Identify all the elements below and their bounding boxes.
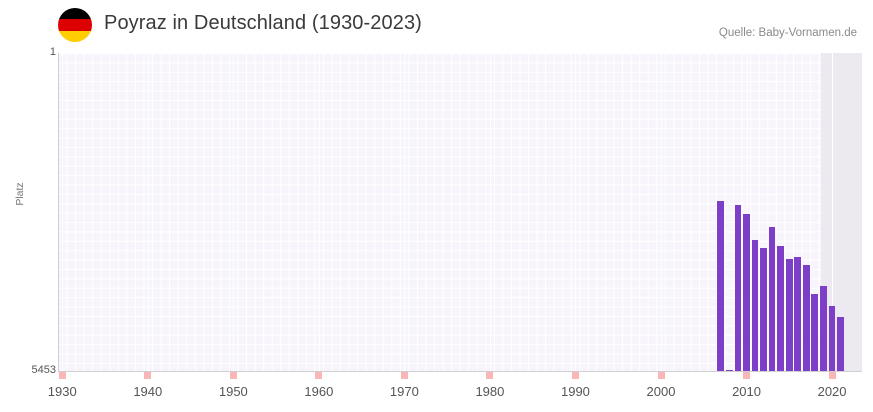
- x-tick-label: 1970: [389, 384, 419, 399]
- gridline-vertical: [661, 53, 662, 371]
- minor-gridlines: [58, 53, 862, 371]
- gridline-vertical: [62, 53, 64, 371]
- x-tick-mark: [657, 372, 665, 379]
- x-tick-label: 2000: [646, 384, 676, 399]
- bar: [802, 265, 810, 371]
- x-tick-label: 2020: [817, 384, 847, 399]
- flag-band-black: [58, 8, 92, 20]
- bar: [760, 248, 767, 371]
- german-flag-icon: [58, 8, 92, 42]
- bar: [743, 213, 750, 371]
- x-tick-mark: [400, 372, 408, 379]
- bar: [828, 305, 836, 371]
- bar: [794, 256, 802, 371]
- bar: [820, 286, 827, 371]
- bar: [777, 246, 785, 371]
- y-axis-line: [58, 53, 59, 371]
- page-title: Poyraz in Deutschland (1930-2023): [104, 12, 422, 34]
- x-tick-label: 1950: [218, 384, 248, 399]
- bar: [785, 258, 793, 371]
- bar: [768, 226, 776, 371]
- bar: [717, 201, 725, 371]
- bar: [811, 293, 819, 371]
- gridline-vertical: [746, 53, 748, 371]
- bar: [725, 370, 733, 371]
- flag-band-red: [58, 19, 92, 31]
- gridline-vertical: [832, 53, 834, 371]
- flag-band-gold: [58, 30, 92, 42]
- x-tick-label: 1990: [560, 384, 590, 399]
- x-tick-label: 1960: [304, 384, 334, 399]
- x-tick-mark: [571, 372, 579, 379]
- y-axis-title: Platz: [14, 182, 26, 206]
- bar: [734, 204, 742, 371]
- major-gridlines: [58, 53, 862, 371]
- x-tick-mark: [58, 372, 66, 379]
- x-tick-mark: [229, 372, 237, 379]
- x-axis-line: [58, 371, 862, 372]
- plot-area: [58, 53, 862, 371]
- gridline-vertical: [147, 53, 149, 371]
- gridline-vertical: [404, 53, 406, 371]
- x-tick-label: 2010: [732, 384, 761, 399]
- bar: [837, 316, 844, 371]
- x-tick-mark: [486, 372, 494, 379]
- gridline-vertical: [575, 53, 577, 371]
- y-tick-label-top: 1: [49, 46, 56, 58]
- x-tick-label: 1930: [47, 384, 77, 399]
- source-label: Quelle: Baby-Vornamen.de: [718, 27, 857, 39]
- y-tick-label-bottom: 5453: [31, 364, 56, 376]
- x-tick-label: 1980: [475, 384, 505, 399]
- x-tick-mark: [743, 372, 751, 379]
- x-tick-mark: [315, 372, 323, 379]
- x-tick-mark: [144, 372, 152, 379]
- gridline-vertical: [233, 53, 235, 371]
- gridline-vertical: [489, 53, 491, 371]
- bar-series: [58, 53, 862, 371]
- bar: [751, 239, 759, 371]
- gridline-vertical: [318, 53, 320, 371]
- x-tick-mark: [828, 372, 836, 379]
- x-tick-label: 1940: [133, 384, 163, 399]
